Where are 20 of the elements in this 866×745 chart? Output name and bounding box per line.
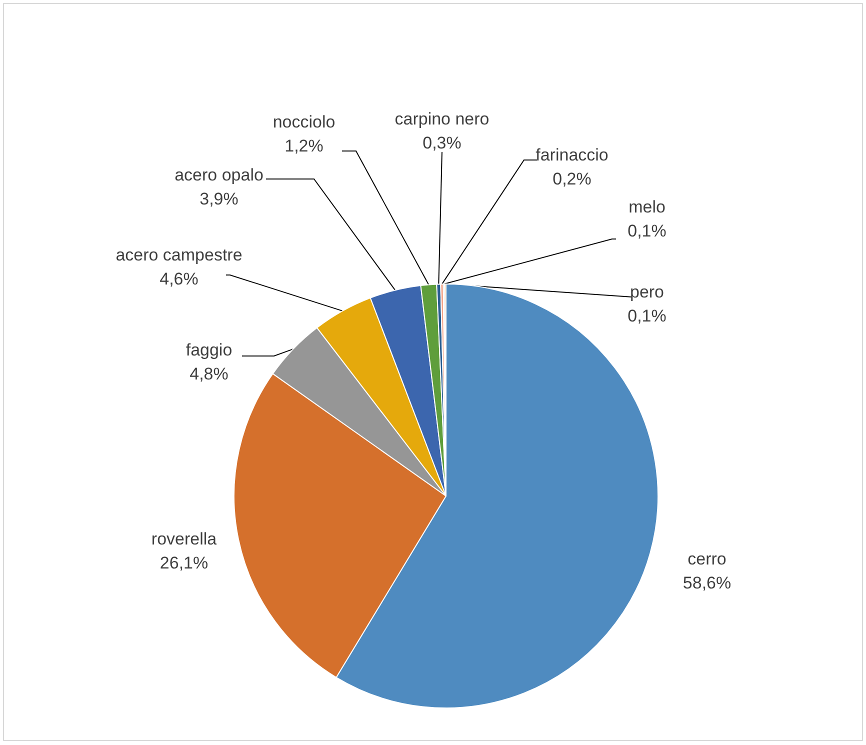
data-label: 0,3% <box>422 134 462 152</box>
slice-label: faggio <box>186 340 232 360</box>
slice-label: cerro <box>688 550 726 568</box>
data-label: 4,8% <box>190 364 228 384</box>
data-label: 58,6% <box>682 574 732 592</box>
data-label: 26,1% <box>160 554 208 572</box>
data-label: 4,6% <box>160 270 198 288</box>
slice-label: acero campestre <box>116 246 242 264</box>
data-label: 0,1% <box>628 222 666 240</box>
data-label: 3,9% <box>200 190 238 208</box>
slice-label: nocciolo <box>272 112 336 132</box>
slice-label: farinaccio <box>536 146 608 164</box>
slice-label: roverella <box>151 530 218 548</box>
slice-label: acero opalo <box>174 166 264 184</box>
slice-label: melo <box>628 198 666 216</box>
slice-label: carpino nero <box>394 110 490 128</box>
slice-label: pero <box>630 282 664 302</box>
data-label: 0,1% <box>628 306 666 326</box>
data-label: 1,2% <box>284 136 324 156</box>
data-label: 0,2% <box>552 170 592 188</box>
